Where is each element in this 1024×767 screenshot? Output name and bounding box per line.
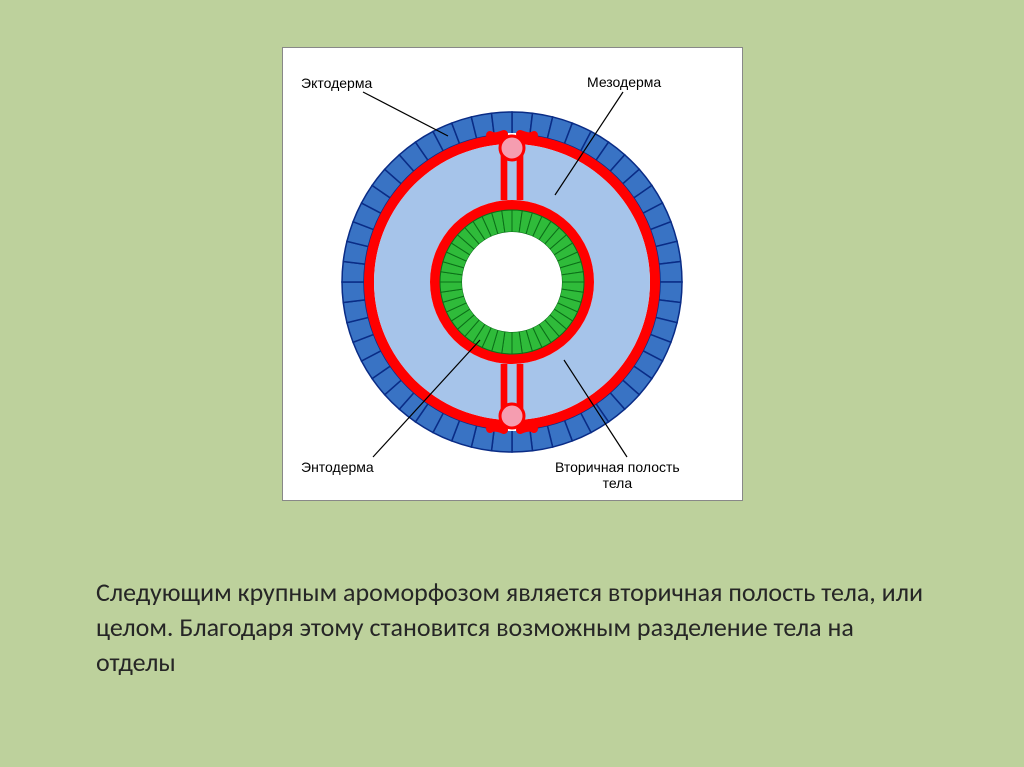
label-mesoderm: Мезодерма bbox=[587, 74, 661, 90]
label-endoderm: Энтодерма bbox=[301, 459, 374, 475]
slide: Эктодерма Мезодерма Энтодерма Вторичная … bbox=[0, 0, 1024, 767]
label-ectoderm: Эктодерма bbox=[301, 75, 372, 91]
label-coelom: Вторичная полость тела bbox=[555, 459, 680, 491]
caption-text: Следующим крупным ароморфозом является в… bbox=[96, 575, 926, 680]
